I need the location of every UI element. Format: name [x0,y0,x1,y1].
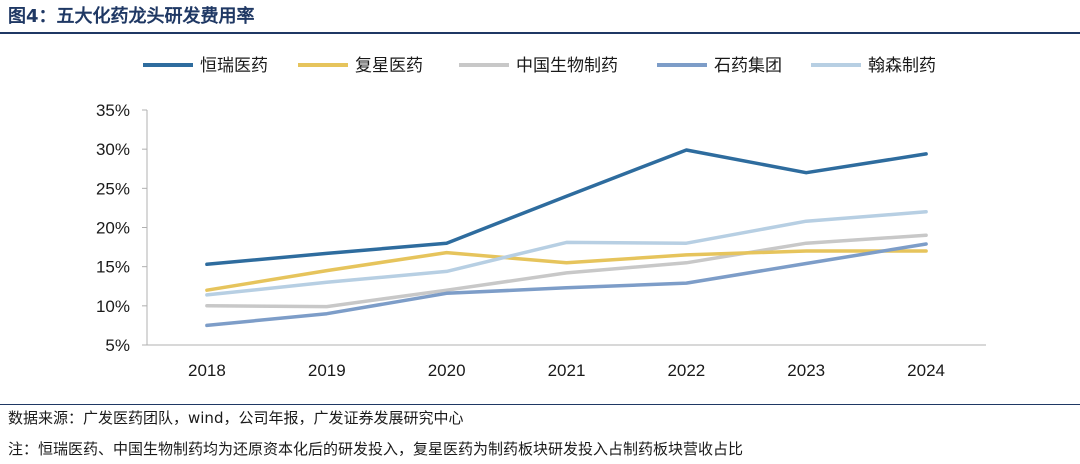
x-tick-label: 2024 [907,361,945,380]
series-line-2 [205,233,928,309]
x-tick-label: 2018 [188,361,226,380]
figure-title: 图4：五大化药龙头研发费用率 [8,6,255,27]
x-tick-label: 2023 [787,361,825,380]
y-tick-label: 5% [105,336,130,355]
legend: 恒瑞医药 复星医药 中国生物制药 石药集团 翰森制药 [143,56,936,76]
y-tick-label: 30% [96,140,130,159]
source-text: 数据来源：广发医药团队，wind，公司年报，广发证券发展研究中心 [8,409,464,427]
y-tick-label: 25% [96,179,130,198]
series-line-0 [205,148,928,267]
legend-label: 翰森制药 [868,56,936,76]
x-tick-label: 2019 [308,361,346,380]
series-line-1 [205,249,928,292]
y-tick-label: 35% [96,101,130,120]
series-line-4 [205,210,928,297]
footer-rule [0,404,1080,405]
title-rule [0,32,1080,34]
legend-label: 石药集团 [714,56,782,76]
x-tick-label: 2021 [548,361,586,380]
legend-label: 中国生物制药 [516,56,618,76]
x-tick-label: 2022 [667,361,705,380]
legend-label: 复星医药 [355,56,423,76]
axes: 5% 10% 15% 20% 25% 30% 35% 2018 2019 2020 2021 2022… [96,101,986,380]
y-tick-label: 15% [96,258,130,277]
series-lines [205,148,928,328]
y-tick-label: 20% [96,219,130,238]
legend-label: 恒瑞医药 [200,56,268,76]
note-text: 注：恒瑞医药、中国生物制药均为还原资本化后的研发投入，复星医药为制药板块研发投入… [8,440,744,458]
series-line-3 [205,242,928,328]
line-chart: 恒瑞医药 复星医药 中国生物制药 石药集团 翰森制药 5% 10% 15% 20% 25% 30%… [96,56,986,380]
y-tick-label: 10% [96,297,130,316]
x-tick-label: 2020 [428,361,466,380]
